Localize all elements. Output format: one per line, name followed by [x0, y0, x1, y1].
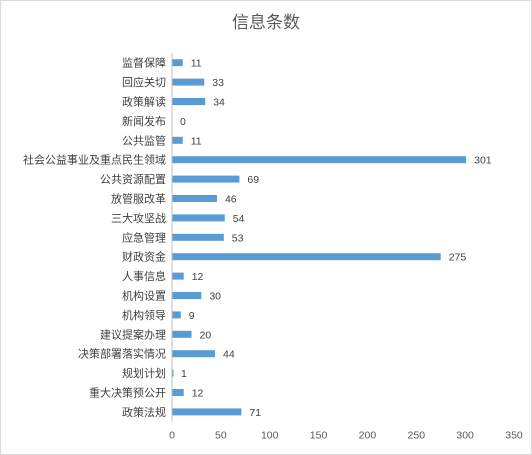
value-label-13: 9: [189, 310, 195, 322]
value-labels: 11 33 34 0 11 301 69 46 54 53 275 12 30 9 20 44 1 12 71: [180, 58, 492, 419]
bar-5: [172, 156, 467, 164]
category-label-11: 人事信息: [122, 269, 166, 283]
bar-0: [172, 59, 183, 67]
value-label-6: 69: [247, 174, 259, 186]
value-label-5: 301: [474, 155, 492, 167]
bar-4: [172, 136, 183, 144]
value-label-0: 11: [191, 58, 202, 70]
category-label-3: 新闻发布: [122, 114, 166, 128]
category-label-5: 社会公益事业及重点民生领域: [23, 153, 166, 167]
category-label-2: 政策解读: [122, 95, 166, 109]
bar-12: [172, 292, 202, 299]
category-label-9: 应急管理: [122, 230, 166, 244]
x-axis-ticks: 0 50 100 150 200 250 300 350: [169, 430, 523, 442]
category-label-7: 放管服改革: [111, 192, 166, 206]
category-label-0: 监督保障: [122, 56, 166, 70]
bar-1: [172, 78, 205, 86]
value-label-3: 0: [180, 116, 186, 128]
x-tick-label-1: 50: [215, 430, 227, 442]
category-label-13: 机构领导: [122, 308, 166, 322]
bar-18: [172, 408, 242, 416]
value-label-4: 11: [191, 135, 202, 147]
category-labels: 监督保障回应关切政策解读新闻发布公共监管社会公益事业及重点民生领域公共资源配置放…: [23, 56, 166, 419]
category-label-16: 规划计划: [122, 366, 166, 380]
value-label-16: 1: [181, 368, 187, 380]
category-label-10: 财政资金: [122, 250, 166, 264]
category-label-15: 决策部署落实情况: [78, 347, 166, 361]
category-label-18: 政策法规: [122, 405, 166, 419]
x-tick-label-3: 150: [310, 430, 328, 442]
value-label-12: 30: [209, 291, 221, 303]
value-label-17: 12: [192, 388, 204, 400]
category-label-1: 回应关切: [122, 75, 166, 89]
bar-14: [172, 330, 192, 338]
x-tick-label-7: 350: [505, 430, 523, 442]
value-label-11: 12: [192, 271, 204, 283]
bar-6: [172, 175, 240, 183]
bar-10: [172, 253, 441, 261]
bar-16: [172, 369, 174, 377]
x-tick-label-6: 300: [456, 430, 474, 442]
bars-group: [172, 59, 467, 416]
value-label-2: 34: [213, 97, 225, 109]
bar-8: [172, 214, 225, 222]
value-label-18: 71: [249, 407, 261, 419]
x-tick-label-2: 100: [261, 430, 279, 442]
category-label-12: 机构设置: [122, 289, 166, 303]
bar-7: [172, 195, 217, 202]
x-tick-label-5: 250: [408, 430, 426, 442]
bar-2: [172, 98, 206, 105]
value-label-15: 44: [223, 349, 235, 361]
bar-13: [172, 311, 181, 319]
value-label-7: 46: [225, 194, 237, 206]
bar-11: [172, 272, 184, 280]
category-label-8: 三大攻坚战: [111, 211, 166, 225]
value-label-1: 33: [212, 77, 224, 89]
x-tick-label-0: 0: [169, 430, 175, 442]
bar-15: [172, 350, 215, 358]
chart-title: 信息条数: [232, 13, 300, 33]
value-label-8: 54: [233, 213, 245, 225]
category-label-4: 公共监管: [122, 133, 166, 147]
category-label-14: 建议提案办理: [100, 327, 166, 341]
category-label-17: 重大决策预公开: [89, 386, 166, 400]
bar-9: [172, 233, 224, 241]
category-label-6: 公共资源配置: [100, 172, 166, 186]
bar-17: [172, 389, 184, 396]
x-tick-label-4: 200: [359, 430, 377, 442]
value-label-14: 20: [200, 329, 212, 341]
value-label-9: 53: [232, 232, 244, 244]
value-label-10: 275: [449, 252, 467, 264]
